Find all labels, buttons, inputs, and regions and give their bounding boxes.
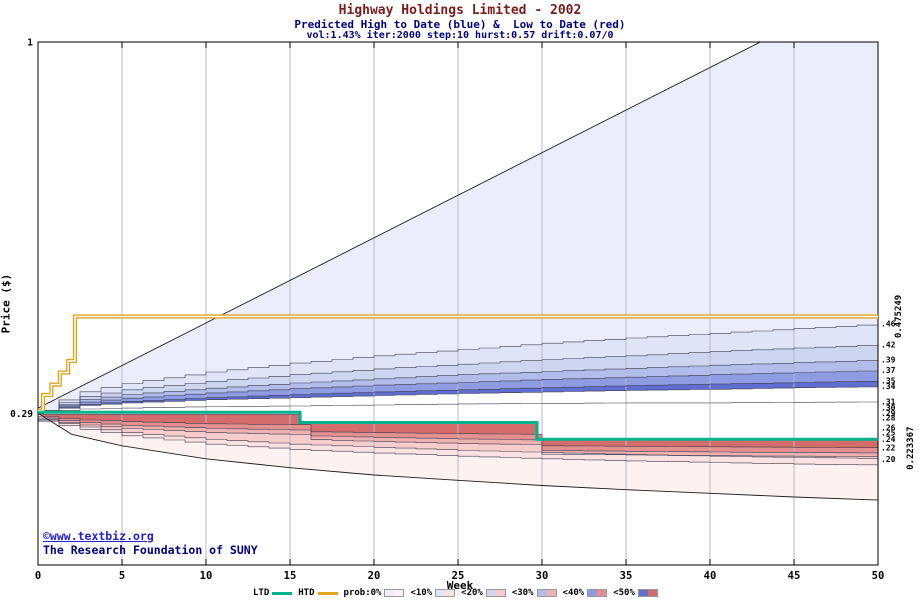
high-fan-boundary-p30 [38,360,879,411]
right-axis-label-.30: .30 [881,404,896,413]
legend-swatch-prob-0 [384,589,405,597]
high-fan-boundary-p20 [38,344,879,411]
right-axis-label-.25: .25 [881,429,896,438]
right-axis-label-.20: .20 [881,455,896,464]
y-axis-label-1: 1 [27,38,33,49]
right-axis-label-.22: .22 [881,443,896,452]
right-axis-label-.35: .35 [881,376,896,385]
x-tick-label-10: 10 [200,570,213,582]
htd-line-core [38,315,878,412]
x-tick-label-15: 15 [284,570,297,582]
low-fan-boundary-p40 [38,417,879,454]
legend-label-prob-4: <40% [562,588,585,598]
ltd-line [38,410,878,441]
legend-swatch-htd [317,591,338,595]
legend-label-ltd: LTD [253,588,270,598]
institution-label: The Research Foundation of SUNY [43,543,258,557]
legend-label-prob-5: <50% [613,588,635,598]
y-axis-label-0.29: 0.29 [10,409,33,420]
low-fan-boundary-p50 [38,416,879,448]
legend-swatch-prob-3 [536,589,557,597]
legend-label-prob-1: <10% [410,588,433,598]
legend-swatch-ltd [272,591,293,595]
legend-item-prob-0: prob:0% [344,588,405,598]
copyright-link[interactable]: ©www.textbiz.org [43,529,154,543]
right-axis-label-.37: .37 [881,366,896,375]
high-fan-boundary-inner [38,386,879,413]
legend-item-htd: HTD [298,588,338,598]
right-axis-label-.42: .42 [881,340,896,349]
high-fan-boundary-p10 [38,323,879,411]
high-fan-boundary-p40 [38,370,879,411]
low-fan-boundary-p30 [38,418,879,457]
y-axis-title: Price ($) [0,273,13,334]
x-tick-label-25: 25 [452,570,465,582]
high-fan-band-3 [38,360,878,411]
legend-item-prob-5: <50% [613,588,658,598]
x-tick-label-45: 45 [788,570,801,582]
high-fan-line-support [38,401,879,413]
x-tick-label-35: 35 [620,570,633,582]
legend-label-prob-2: <20% [461,588,483,598]
legend-label-prob-3: <30% [511,588,534,598]
x-tick-label-40: 40 [704,570,717,582]
legend-swatch-prob-4 [587,589,608,597]
htd-value-label: 0.475249 [894,295,904,338]
right-axis-label-.24: .24 [881,435,896,444]
right-axis-label-.29: .29 [881,409,896,418]
legend-swatch-prob-5 [637,589,658,597]
high-fan-band-1 [38,323,878,411]
right-axis-label-.31: .31 [881,397,896,406]
ltd-value-label: 0.223367 [906,426,916,469]
high-fan-boundary-p50 [38,380,879,411]
high-fan-band-5 [38,380,878,412]
chart-legend: LTD HTD prob:0% <10% <20% <30% <40% <50% [253,588,664,598]
legend-swatch-prob-2 [485,589,506,597]
legend-swatch-prob-1 [435,589,456,597]
right-axis-label-.26: .26 [881,423,896,432]
legend-item-prob-4: <40% [563,588,608,598]
x-tick-label-5: 5 [119,570,125,582]
x-tick-label-20: 20 [368,570,381,582]
low-fan-boundary-p20 [38,419,879,459]
page-title: Highway Holdings Limited - 2002 [338,3,582,18]
simulation-params: vol:1.43% iter:2000 step:10 hurst:0.57 d… [306,30,614,41]
right-axis-label-.39: .39 [881,355,896,364]
x-tick-label-50: 50 [872,570,885,582]
x-axis-title: Week [446,579,474,592]
legend-item-prob-3: <30% [512,588,557,598]
high-fan-band-4 [38,370,878,411]
right-axis-label-.28: .28 [881,414,896,423]
legend-item-prob-1: <10% [410,588,456,598]
legend-label-prob-0: prob:0% [343,588,382,598]
legend-item-prob-2: <20% [461,588,506,598]
low-fan-boundary-p10 [38,420,879,466]
high-fan-band-2 [38,344,878,411]
low-fan-boundary-min [37,412,879,501]
chart-subtitle: Predicted High to Date (blue) & Low to D… [294,18,626,31]
x-tick-label-30: 30 [536,570,549,582]
right-axis-label-.46: .46 [881,319,896,328]
legend-label-htd: HTD [298,588,315,598]
x-tick-label-0: 0 [35,570,41,582]
legend-item-ltd: LTD [253,588,293,598]
right-axis-label-.34: .34 [881,382,896,391]
